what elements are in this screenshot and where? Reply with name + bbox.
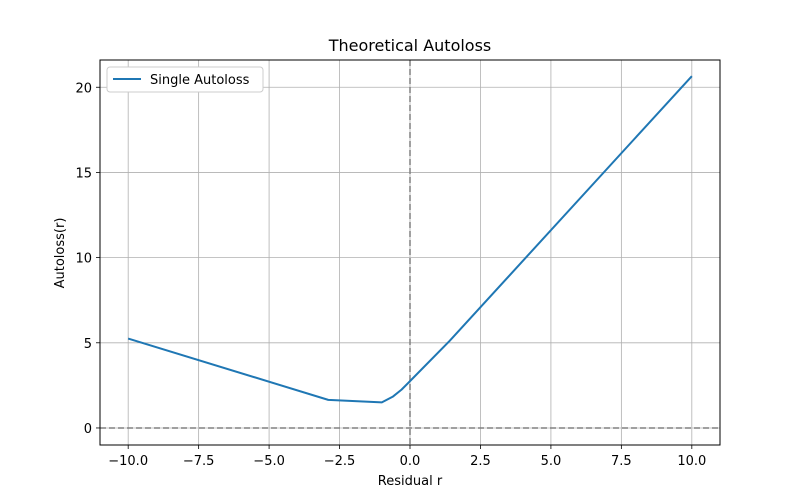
x-axis-label: Residual r — [378, 474, 443, 489]
legend: Single Autoloss — [106, 66, 264, 93]
x-tick-label: −10.0 — [108, 454, 148, 469]
x-tick-label: 5.0 — [541, 454, 562, 469]
x-tick-label: 10.0 — [677, 454, 706, 469]
legend-label: Single Autoloss — [150, 73, 250, 88]
x-tick-label: −5.0 — [253, 454, 285, 469]
series-line — [127, 75, 693, 404]
y-tick-label: 5 — [84, 337, 92, 352]
y-tick-label: 10 — [75, 252, 92, 267]
x-tick-label: −7.5 — [183, 454, 215, 469]
y-tick-label: 20 — [75, 81, 92, 96]
x-tick-label: −2.5 — [324, 454, 356, 469]
legend-box — [106, 66, 264, 93]
chart-title: Theoretical Autoloss — [328, 36, 492, 55]
y-tick-label: 15 — [75, 166, 92, 181]
x-ticks: −10.0 −7.5 −5.0 −2.5 0.0 2.5 5.0 7.5 10.0 — [108, 445, 706, 469]
y-axis-label: Autoloss(r) — [53, 218, 68, 289]
x-tick-label: 2.5 — [470, 454, 491, 469]
series-layer — [127, 75, 693, 404]
y-tick-label: 0 — [84, 422, 92, 437]
x-tick-label: 0.0 — [400, 454, 421, 469]
x-tick-label: 7.5 — [611, 454, 632, 469]
y-ticks: 0 5 10 15 20 — [75, 81, 100, 437]
